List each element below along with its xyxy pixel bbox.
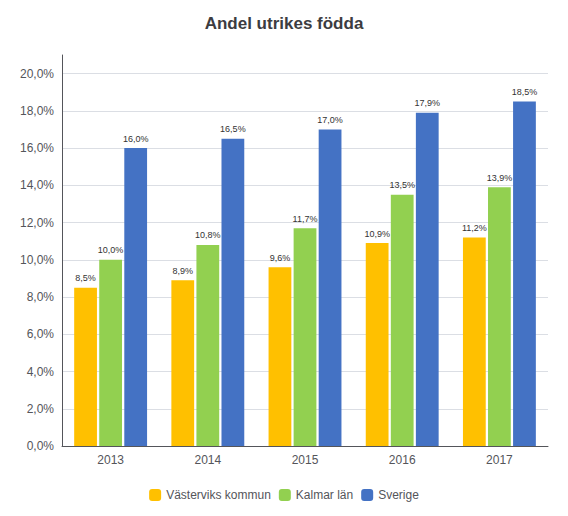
svg-text:8,0%: 8,0% bbox=[27, 290, 55, 304]
svg-text:8,9%: 8,9% bbox=[173, 266, 194, 276]
svg-text:17,0%: 17,0% bbox=[317, 115, 343, 125]
svg-text:2014: 2014 bbox=[194, 453, 221, 467]
svg-text:13,5%: 13,5% bbox=[389, 180, 415, 190]
svg-text:Sverige: Sverige bbox=[378, 488, 419, 502]
svg-text:6,0%: 6,0% bbox=[27, 327, 55, 341]
svg-text:17,9%: 17,9% bbox=[415, 98, 441, 108]
svg-text:2013: 2013 bbox=[97, 453, 124, 467]
svg-text:10,9%: 10,9% bbox=[364, 229, 390, 239]
svg-text:16,5%: 16,5% bbox=[220, 124, 246, 134]
svg-text:2,0%: 2,0% bbox=[27, 402, 55, 416]
svg-text:9,6%: 9,6% bbox=[270, 253, 291, 263]
svg-text:11,7%: 11,7% bbox=[293, 214, 318, 224]
svg-text:20,0%: 20,0% bbox=[20, 67, 54, 81]
svg-text:18,0%: 18,0% bbox=[20, 104, 54, 118]
svg-text:Västerviks kommun: Västerviks kommun bbox=[166, 488, 271, 502]
svg-text:16,0%: 16,0% bbox=[20, 141, 54, 155]
svg-text:10,8%: 10,8% bbox=[195, 230, 221, 240]
svg-text:2017: 2017 bbox=[486, 453, 513, 467]
svg-text:14,0%: 14,0% bbox=[20, 178, 54, 192]
svg-text:12,0%: 12,0% bbox=[20, 216, 54, 230]
svg-text:10,0%: 10,0% bbox=[98, 245, 124, 255]
svg-text:Andel utrikes födda: Andel utrikes födda bbox=[205, 14, 364, 33]
svg-text:10,0%: 10,0% bbox=[20, 253, 54, 267]
svg-text:0,0%: 0,0% bbox=[27, 439, 55, 453]
svg-text:Kalmar län: Kalmar län bbox=[296, 488, 353, 502]
svg-text:4,0%: 4,0% bbox=[27, 365, 55, 379]
svg-text:2016: 2016 bbox=[389, 453, 416, 467]
svg-text:11,2%: 11,2% bbox=[462, 223, 487, 233]
svg-text:16,0%: 16,0% bbox=[123, 134, 149, 144]
svg-text:2015: 2015 bbox=[292, 453, 319, 467]
svg-text:18,5%: 18,5% bbox=[512, 87, 538, 97]
svg-text:13,9%: 13,9% bbox=[487, 173, 513, 183]
svg-text:8,5%: 8,5% bbox=[75, 273, 96, 283]
